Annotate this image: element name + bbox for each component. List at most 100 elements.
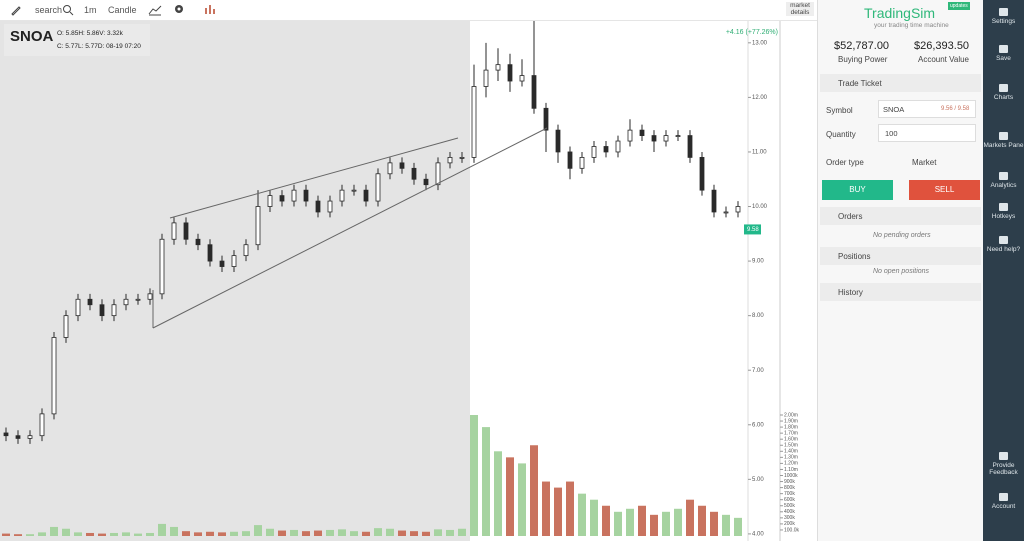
candle-body bbox=[567, 151, 573, 169]
y2-tick-label: 1.30m bbox=[784, 455, 798, 461]
volume-bar bbox=[542, 481, 550, 536]
volume-bar bbox=[170, 526, 178, 536]
candle-body bbox=[243, 244, 249, 257]
symbol-input[interactable]: SNOA 9.56 / 9.58 bbox=[878, 100, 976, 118]
volume-icon[interactable] bbox=[204, 3, 216, 15]
search-box[interactable]: search bbox=[35, 5, 63, 15]
volume-bar bbox=[326, 529, 334, 536]
y2-tick-label: 1.40m bbox=[784, 449, 798, 455]
volume-bar bbox=[206, 531, 214, 536]
y2-tick-label: 1.10m bbox=[784, 467, 798, 473]
pencil-icon[interactable] bbox=[10, 4, 22, 16]
y-tick-label: 8.00 bbox=[752, 313, 764, 319]
candle-body bbox=[207, 244, 213, 262]
buy-button[interactable]: BUY bbox=[822, 180, 893, 200]
sidebar-item[interactable]: Markets Pane bbox=[983, 132, 1024, 149]
y2-tick-label: 1.80m bbox=[784, 424, 798, 430]
volume-bar bbox=[182, 531, 190, 536]
last-price-label: 9.58 bbox=[747, 227, 759, 233]
candle-body bbox=[135, 298, 141, 301]
trend-line[interactable] bbox=[152, 127, 548, 329]
candle-body bbox=[435, 162, 441, 186]
indicator-icon[interactable] bbox=[148, 4, 162, 16]
quantity-input[interactable]: 100 bbox=[878, 124, 976, 142]
search-icon[interactable] bbox=[62, 4, 74, 16]
candle-body bbox=[579, 157, 585, 169]
info: L: 5.77 bbox=[78, 43, 98, 50]
order-type-select[interactable]: Market bbox=[912, 158, 937, 167]
volume-bar bbox=[314, 530, 322, 536]
sidebar-label: Account bbox=[991, 503, 1016, 510]
candle-body bbox=[663, 135, 669, 142]
volume-bar bbox=[434, 529, 442, 536]
candle-body bbox=[483, 69, 489, 87]
volume-bar bbox=[386, 528, 394, 536]
volume-bar bbox=[650, 514, 658, 536]
volume-bar bbox=[722, 514, 730, 536]
ohlc-info: O: 5.85H: 5.86V: 3.32k bbox=[57, 30, 124, 37]
trend-line[interactable] bbox=[169, 137, 459, 219]
candle-body bbox=[3, 432, 9, 437]
volume-bar bbox=[134, 533, 142, 536]
candle-body bbox=[639, 129, 645, 136]
sidebar-item[interactable]: Settings bbox=[983, 8, 1024, 25]
sidebar-icon bbox=[999, 45, 1008, 53]
info: V: 3.32k bbox=[99, 30, 123, 37]
sidebar-item[interactable]: Need help? bbox=[983, 236, 1024, 253]
candle-body bbox=[279, 195, 285, 202]
info: D: 08-19 07:20 bbox=[98, 43, 141, 50]
y2-tick-label: 800k bbox=[784, 485, 795, 491]
volume-bar bbox=[506, 457, 514, 536]
candle-body bbox=[519, 75, 525, 82]
candle-body bbox=[159, 238, 165, 295]
y2-tick-label: 200k bbox=[784, 521, 795, 527]
sidebar-item[interactable]: Charts bbox=[983, 84, 1024, 101]
positions-header[interactable]: Positions bbox=[820, 247, 981, 265]
y-tick-label: 10.00 bbox=[752, 204, 768, 210]
chart-style-select[interactable]: Candle bbox=[108, 5, 137, 15]
y-tick-label: 7.00 bbox=[752, 368, 764, 374]
sell-button[interactable]: SELL bbox=[909, 180, 980, 200]
interval-select[interactable]: 1m bbox=[84, 5, 97, 15]
section-title: History bbox=[838, 288, 863, 297]
volume-bar bbox=[398, 530, 406, 536]
sidebar-item[interactable]: Provide Feedback bbox=[983, 452, 1024, 476]
volume-bar bbox=[494, 451, 502, 536]
candle-body bbox=[651, 135, 657, 142]
candle-body bbox=[75, 298, 81, 317]
updates-badge[interactable]: updates bbox=[948, 2, 970, 10]
price-chart: 13.00 12.00 11.00 10.00 9.00 8.00 7.00 6.00 5.00… bbox=[0, 21, 800, 541]
history-header[interactable]: History bbox=[820, 283, 981, 301]
field-label: Quantity bbox=[826, 130, 856, 139]
sidebar-icon bbox=[999, 236, 1008, 244]
info-box bbox=[4, 24, 150, 56]
candle-body bbox=[123, 298, 129, 306]
y-tick-label: 11.00 bbox=[752, 150, 767, 156]
volume-bar bbox=[242, 531, 250, 536]
sidebar-icon bbox=[999, 452, 1008, 460]
sidebar-item[interactable]: Analytics bbox=[983, 172, 1024, 189]
sidebar-item[interactable]: Save bbox=[983, 45, 1024, 62]
account-value-label: Account Value bbox=[918, 55, 969, 64]
market-details-button[interactable]: market details bbox=[786, 2, 814, 16]
candle-body bbox=[171, 222, 177, 240]
y-tick-label: 13.00 bbox=[752, 40, 768, 46]
settings-icon[interactable] bbox=[173, 3, 185, 15]
sidebar-icon bbox=[999, 172, 1008, 180]
sidebar-label: Analytics bbox=[990, 182, 1017, 189]
sidebar-item[interactable]: Account bbox=[983, 493, 1024, 510]
candle-body bbox=[27, 435, 33, 439]
premarket-shade bbox=[0, 21, 470, 541]
sidebar-item[interactable]: Hotkeys bbox=[983, 203, 1024, 220]
y-tick-label: 12.00 bbox=[752, 95, 768, 101]
volume-bar bbox=[470, 415, 478, 536]
buying-power: $52,787.00 bbox=[834, 40, 890, 52]
y2-tick-label: 900k bbox=[784, 479, 795, 485]
volume-bar bbox=[38, 532, 46, 536]
orders-header[interactable]: Orders bbox=[820, 207, 981, 225]
volume-bar bbox=[458, 528, 466, 536]
y-tick-label: 5.00 bbox=[752, 477, 764, 483]
candle-body bbox=[195, 238, 201, 246]
candle-body bbox=[735, 206, 741, 213]
trade-ticket-header[interactable]: Trade Ticket bbox=[820, 74, 981, 92]
